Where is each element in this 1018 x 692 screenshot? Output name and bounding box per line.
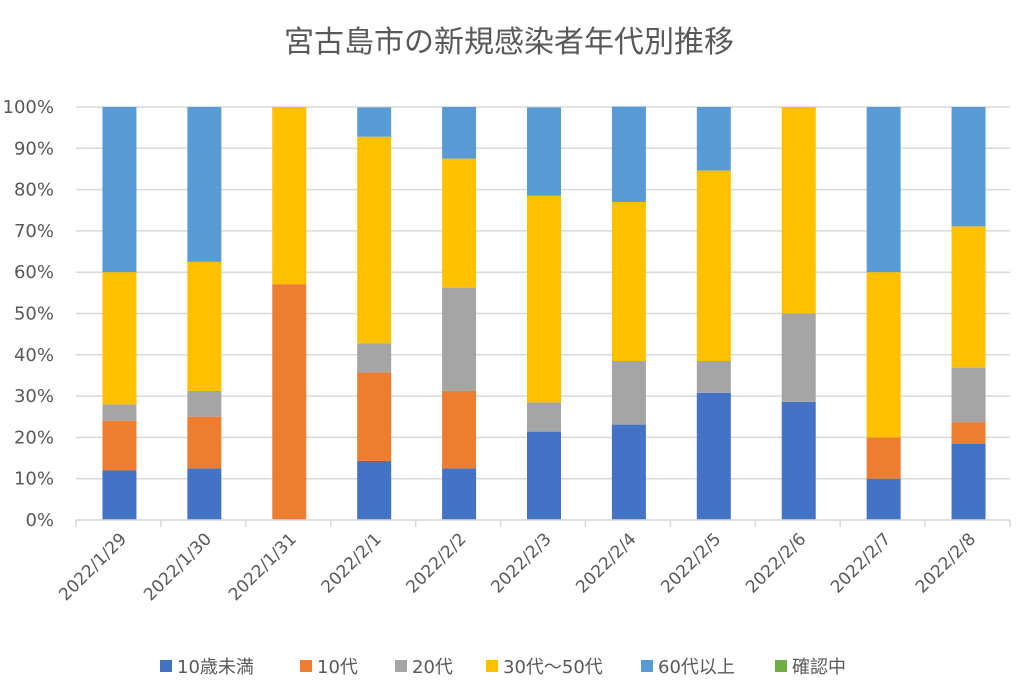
x-tick-label: 2022/2/5: [657, 529, 725, 597]
bar-segment: [951, 422, 986, 445]
x-tick-label: 2022/2/8: [912, 529, 980, 597]
y-tick-label: 40%: [14, 345, 54, 366]
bar-segment: [696, 360, 731, 393]
legend-label: 10代: [317, 657, 358, 678]
y-tick-label: 90%: [14, 138, 54, 159]
legend-label: 60代以上: [658, 657, 735, 678]
x-tick-label: 2022/2/4: [572, 529, 640, 597]
bar-segment: [187, 390, 222, 417]
bar-segment: [357, 136, 392, 344]
legend-item: 10歳未満: [160, 657, 254, 678]
y-axis: 0% 10% 20% 30% 40% 50% 60% 70% 80% 90% 100%: [3, 97, 54, 531]
bar-segment: [696, 392, 731, 520]
bar-segment: [866, 272, 901, 438]
y-tick-label: 0%: [25, 510, 54, 531]
bar-segment: [781, 401, 816, 520]
bar-segment: [442, 107, 477, 159]
bar-segment: [442, 287, 477, 391]
legend-label: 確認中: [792, 657, 846, 678]
bar-segment: [611, 106, 646, 202]
y-tick-label: 20%: [14, 427, 54, 448]
bar-segment: [951, 367, 986, 423]
bar-segment: [781, 313, 816, 402]
chart-title: 宮古島市の新規感染者年代別推移: [284, 25, 734, 60]
legend-label: 30代〜50代: [503, 657, 603, 678]
legend-swatch: [486, 660, 498, 672]
bar-segment: [866, 478, 901, 520]
y-tick-label: 80%: [14, 180, 54, 201]
bar-segment: [951, 226, 986, 368]
bar-segment: [696, 107, 731, 171]
bar-segment: [527, 431, 561, 520]
legend-item: 20代: [395, 657, 453, 678]
bar-segment: [442, 468, 477, 520]
bar-segment: [611, 424, 646, 520]
y-tick-label: 100%: [3, 97, 54, 118]
legend-swatch: [395, 660, 407, 672]
legend: 10歳未満 10代 20代 30代〜50代 60代以上 確認中: [160, 657, 846, 678]
bar-segment: [611, 360, 646, 425]
bar-segment: [866, 107, 901, 273]
x-tick-label: 2022/1/31: [225, 529, 301, 605]
bar-segment: [611, 201, 646, 361]
x-tick-label: 2022/2/6: [742, 529, 810, 597]
legend-item: 30代〜50代: [486, 657, 603, 678]
bar-segment: [951, 107, 986, 227]
x-axis: 2022/1/29 2022/1/30 2022/1/31 2022/2/1 2022/…: [55, 519, 1011, 605]
bar-segment: [951, 444, 986, 520]
bar-segment: [272, 107, 307, 285]
legend-item: 60代以上: [641, 657, 735, 678]
y-tick-label: 10%: [14, 469, 54, 490]
bar-segment: [527, 195, 561, 403]
bar-segment: [866, 437, 901, 479]
bar-segment: [187, 107, 222, 262]
bar-segment: [187, 468, 222, 520]
legend-swatch: [160, 660, 172, 672]
bar-segment: [696, 170, 731, 361]
x-tick-label: 2022/2/7: [827, 529, 895, 597]
legend-swatch: [300, 660, 312, 672]
bar-segment: [357, 107, 392, 137]
x-tick-label: 2022/2/1: [318, 529, 386, 597]
y-tick-label: 70%: [14, 221, 54, 242]
legend-item: 確認中: [775, 657, 846, 678]
x-tick-label: 2022/2/2: [402, 529, 470, 597]
bar-segment: [527, 107, 561, 196]
legend-swatch: [641, 660, 653, 672]
bar-segment: [272, 284, 307, 520]
bar-segment: [357, 372, 392, 461]
bar-segment: [102, 470, 137, 520]
y-tick-label: 50%: [14, 304, 54, 325]
bar-segment: [442, 158, 477, 288]
x-tick-label: 2022/1/29: [55, 529, 131, 605]
legend-label: 20代: [412, 657, 453, 678]
bars: [102, 106, 986, 520]
bar-segment: [102, 420, 137, 471]
bar-segment: [102, 404, 137, 421]
x-tick-label: 2022/2/3: [487, 529, 555, 597]
bar-segment: [187, 261, 222, 391]
y-tick-label: 60%: [14, 262, 54, 283]
bar-segment: [102, 272, 137, 405]
legend-item: 10代: [300, 657, 358, 678]
bar-segment: [357, 343, 392, 373]
bar-segment: [187, 416, 222, 469]
bar-segment: [781, 107, 816, 314]
legend-label: 10歳未満: [177, 657, 254, 678]
bar-segment: [442, 390, 477, 469]
x-tick-label: 2022/1/30: [140, 529, 216, 605]
y-tick-label: 30%: [14, 386, 54, 407]
bar-segment: [527, 402, 561, 432]
bar-segment: [357, 460, 392, 520]
bar-segment: [102, 107, 137, 273]
legend-swatch: [775, 660, 787, 672]
